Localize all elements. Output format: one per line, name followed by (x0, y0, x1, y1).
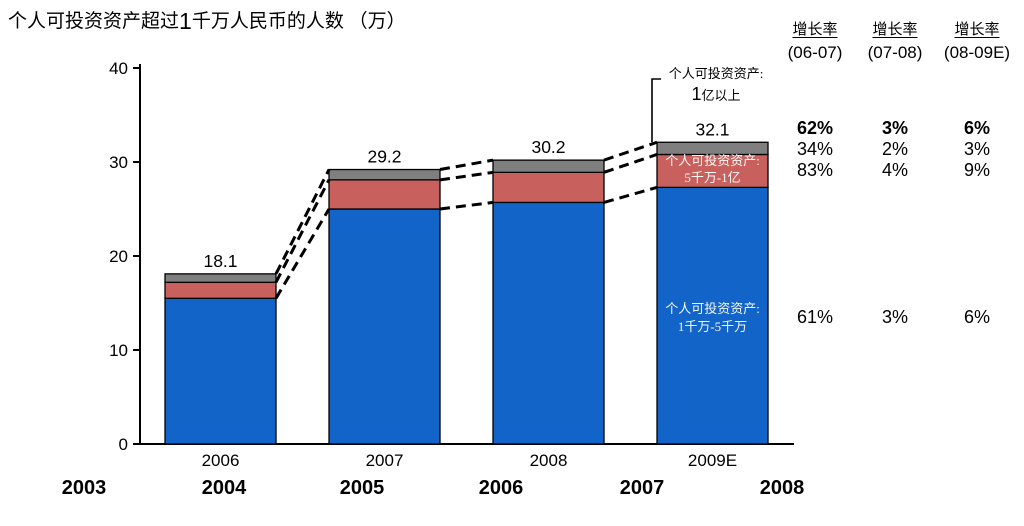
bar-segment-2007-series2 (328, 168, 441, 181)
timeline-year-label: 2003 (61, 477, 107, 499)
bar-segment-2008-series0 (492, 201, 605, 445)
bar-segment-2006-series2 (164, 273, 277, 283)
growth-value-5千万-1亿-col2: 9% (963, 160, 990, 180)
x-axis-category-label: 2006 (202, 451, 240, 470)
growth-value-total-col1: 3% (881, 118, 908, 138)
growth-value-1千万-5千万-col0: 61% (796, 307, 834, 327)
bar-segment-2008-series2 (492, 159, 605, 173)
x-axis-category-label: 2007 (366, 451, 404, 470)
bar-segment-2009E-series0 (656, 186, 769, 445)
y-axis-tick-label: 10 (109, 341, 128, 360)
timeline-year-label: 2004 (201, 477, 247, 499)
connector-dashed-line (603, 140, 658, 162)
timeline-year-label: 2005 (339, 477, 385, 499)
bar-segment-2008-series1 (492, 171, 605, 204)
growth-value-1亿以上-col2: 3% (963, 139, 990, 159)
bar-segment-2006-series1 (164, 281, 277, 299)
annotation-line2: 1亿以上 (691, 83, 741, 104)
bar-total-label: 32.1 (695, 119, 729, 139)
y-axis-tick-label: 0 (119, 435, 128, 454)
bar-segment-2007-series1 (328, 179, 441, 210)
growth-table-header-title: 增长率 (954, 22, 1000, 38)
annotation-leader-line (651, 78, 661, 143)
x-axis-category-label: 2008 (530, 451, 568, 470)
connector-dashed-line (603, 185, 658, 204)
connector-dashed-line (439, 200, 494, 211)
growth-table-header-title: 增长率 (792, 22, 838, 38)
bar-label-red-segment: 5千万-1亿 (684, 170, 740, 185)
growth-table-header-2: 增长率 (08-09E) (917, 18, 1024, 63)
connector-dashed-line (603, 153, 658, 174)
bar-total-label: 30.2 (531, 137, 565, 157)
growth-value-1亿以上-col0: 34% (796, 139, 834, 159)
timeline-year-label: 2007 (619, 477, 665, 499)
growth-table-header-1: 增长率 (07-08) (835, 18, 955, 63)
growth-value-5千万-1亿-col0: 83% (796, 160, 834, 180)
bar-label-red-segment: 个人可投资资产: (665, 153, 760, 168)
connector-dashed-line (274, 168, 331, 275)
bar-total-label: 18.1 (203, 251, 237, 271)
timeline-year-label: 2006 (478, 477, 524, 499)
bar-label-blue-segment: 1千万-5千万 (678, 319, 747, 334)
growth-table-header-period: (06-07) (787, 43, 843, 62)
growth-value-1千万-5千万-col1: 3% (881, 307, 908, 327)
page-title: 个人可投资资产超过1千万人民币的人数 （万） (8, 6, 406, 35)
y-axis-tick-label: 20 (109, 247, 128, 266)
page-title-part1: 个人可投资资产超过 (8, 11, 180, 32)
bar-total-label: 29.2 (367, 147, 401, 167)
x-axis-category-label: 2009E (688, 451, 737, 470)
growth-value-5千万-1亿-col1: 4% (881, 160, 908, 180)
annotation-top-segment: 个人可投资资产: 1亿以上 (650, 66, 782, 106)
y-axis-tick-label: 40 (109, 59, 128, 78)
connector-dashed-line (274, 179, 331, 284)
timeline-year-label: 2008 (759, 477, 805, 499)
bar-label-blue-segment: 个人可投资资产: (665, 301, 760, 316)
growth-value-total-col2: 6% (963, 118, 990, 138)
growth-value-total-col0: 62% (796, 118, 834, 138)
y-axis-tick-label: 30 (109, 153, 128, 172)
connector-dashed-line (274, 208, 331, 300)
bar-segment-2009E-series2 (656, 141, 769, 156)
growth-table-header-period: (08-09E) (943, 43, 1011, 62)
bar-segment-2007-series0 (328, 208, 441, 445)
page-title-part2: 千万人民币的人数 （万） (191, 11, 406, 32)
growth-value-1亿以上-col1: 2% (881, 139, 908, 159)
growth-value-1千万-5千万-col2: 6% (963, 307, 990, 327)
growth-table-header-0: 增长率 (06-07) (755, 18, 875, 63)
connector-dashed-line (439, 170, 494, 182)
connector-dashed-line (439, 158, 494, 171)
annotation-line1: 个人可投资资产: (668, 66, 764, 81)
bar-segment-2006-series0 (164, 297, 277, 445)
page-title-digit: 1 (179, 8, 192, 34)
growth-table-header-period: (07-08) (867, 43, 923, 62)
growth-table-header-title: 增长率 (872, 22, 918, 38)
